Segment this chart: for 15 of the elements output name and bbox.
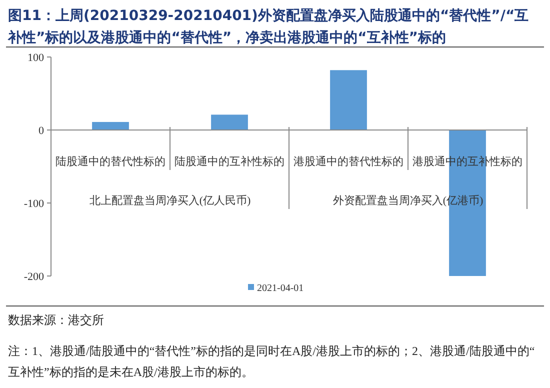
y-tick-label: 100 bbox=[28, 52, 44, 64]
annotation: 北上配置盘当周净买入(亿人民币) bbox=[89, 194, 251, 207]
x-tick-label: 陆股通中的替代性标的 bbox=[56, 155, 166, 168]
bar bbox=[92, 122, 129, 130]
x-tick-label: 港股通中的替代性标的 bbox=[294, 155, 404, 168]
source-note: 数据来源：港交所 bbox=[8, 313, 104, 327]
bar bbox=[211, 114, 248, 130]
y-tick-label: -100 bbox=[24, 198, 44, 210]
legend-label: 2021-04-01 bbox=[257, 283, 304, 294]
bar bbox=[330, 70, 367, 130]
x-tick-label: 陆股通中的互补性标的 bbox=[174, 155, 284, 168]
text: 注：1、港股通/陆股通中的“替代性”标的指的是同时在A股/港股上市的标的；2、港股通/陆股通中的“互补性”标的指的是未在A股/港股上市的标的。 bbox=[8, 344, 535, 379]
chart-title: 图11：上周(20210329-20210401)外资配置盘净买入陆股通中的“替代性”/“互补性”标的以及港股通中的“替代性”，净卖出港股通中的“互补性”标的 bbox=[7, 7, 529, 46]
y-tick-label: -200 bbox=[24, 271, 44, 283]
y-tick-label: 0 bbox=[38, 125, 44, 137]
